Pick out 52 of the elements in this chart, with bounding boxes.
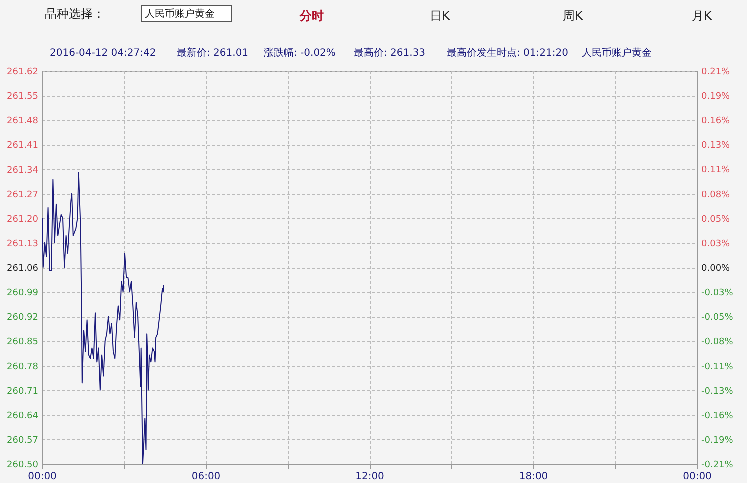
y-tick-label: 260.99: [7, 288, 39, 299]
y2-tick-label: 0.05%: [702, 214, 731, 225]
text: 人民币账户黄金: [145, 8, 215, 20]
y2-tick-label: 0.03%: [702, 239, 731, 250]
y-tick-label: 260.71: [7, 386, 38, 397]
y2-tick-label: -0.08%: [702, 338, 734, 348]
y2-tick-label: -0.05%: [702, 313, 734, 324]
y-tick-label: 261.62: [7, 68, 38, 78]
text: 最新价: 261.01: [177, 47, 249, 59]
text: 涨跌幅: -0.02%: [264, 47, 336, 59]
y2-tick-label: 0.16%: [702, 116, 731, 127]
y2-tick-label: -0.11%: [702, 362, 734, 372]
y2-tick-label: 0.19%: [702, 92, 731, 102]
y2-tick-label: 0.11%: [702, 166, 731, 176]
y2-tick-label: -0.19%: [702, 436, 734, 446]
y2-tick-label: 0.08%: [702, 190, 731, 200]
y-tick-label: 261.13: [7, 239, 38, 250]
y2-tick-label: -0.03%: [702, 288, 734, 299]
text: 月K: [692, 9, 714, 23]
y-tick-label: 260.64: [7, 411, 39, 422]
y-tick-label: 260.57: [7, 436, 38, 446]
y2-tick-label: 0.21%: [702, 68, 731, 78]
text: 2016-04-12 04:27:42: [50, 48, 156, 59]
x-tick-label: 18:00: [519, 472, 548, 482]
y-tick-label: 261.48: [7, 116, 39, 127]
text: 品种选择：: [45, 7, 105, 21]
text: 周K: [563, 9, 584, 23]
y-tick-label: 261.06: [7, 264, 39, 274]
y2-tick-label: 0.00%: [702, 264, 731, 274]
x-tick-label: 06:00: [192, 472, 221, 482]
text: 分时: [299, 9, 324, 23]
y-tick-label: 261.41: [7, 141, 38, 152]
y-tick-label: 260.78: [7, 362, 39, 372]
text: 日K: [430, 9, 452, 23]
line-series: [42, 172, 164, 464]
y2-tick-label: -0.21%: [702, 460, 734, 470]
x-tick-label: 12:00: [356, 472, 384, 482]
y-tick-label: 260.92: [7, 313, 38, 324]
y2-tick-label: -0.13%: [702, 386, 734, 397]
y-tick-label: 260.50: [7, 460, 39, 470]
text: 最高价: 261.33: [354, 47, 426, 59]
y-tick-label: 261.20: [7, 214, 39, 225]
y2-tick-label: 0.13%: [702, 141, 731, 152]
y2-tick-label: -0.16%: [702, 411, 734, 422]
text: 最高价发生时点: 01:21:20: [447, 47, 568, 59]
y-tick-label: 261.55: [7, 92, 38, 102]
y-tick-label: 260.85: [7, 338, 38, 348]
text: 人民币账户黄金: [582, 47, 652, 59]
y-tick-label: 261.34: [7, 166, 39, 176]
x-tick-label: 00:00: [28, 472, 57, 482]
x-tick-label: 00:00: [683, 472, 712, 482]
y-tick-label: 261.27: [7, 190, 38, 200]
